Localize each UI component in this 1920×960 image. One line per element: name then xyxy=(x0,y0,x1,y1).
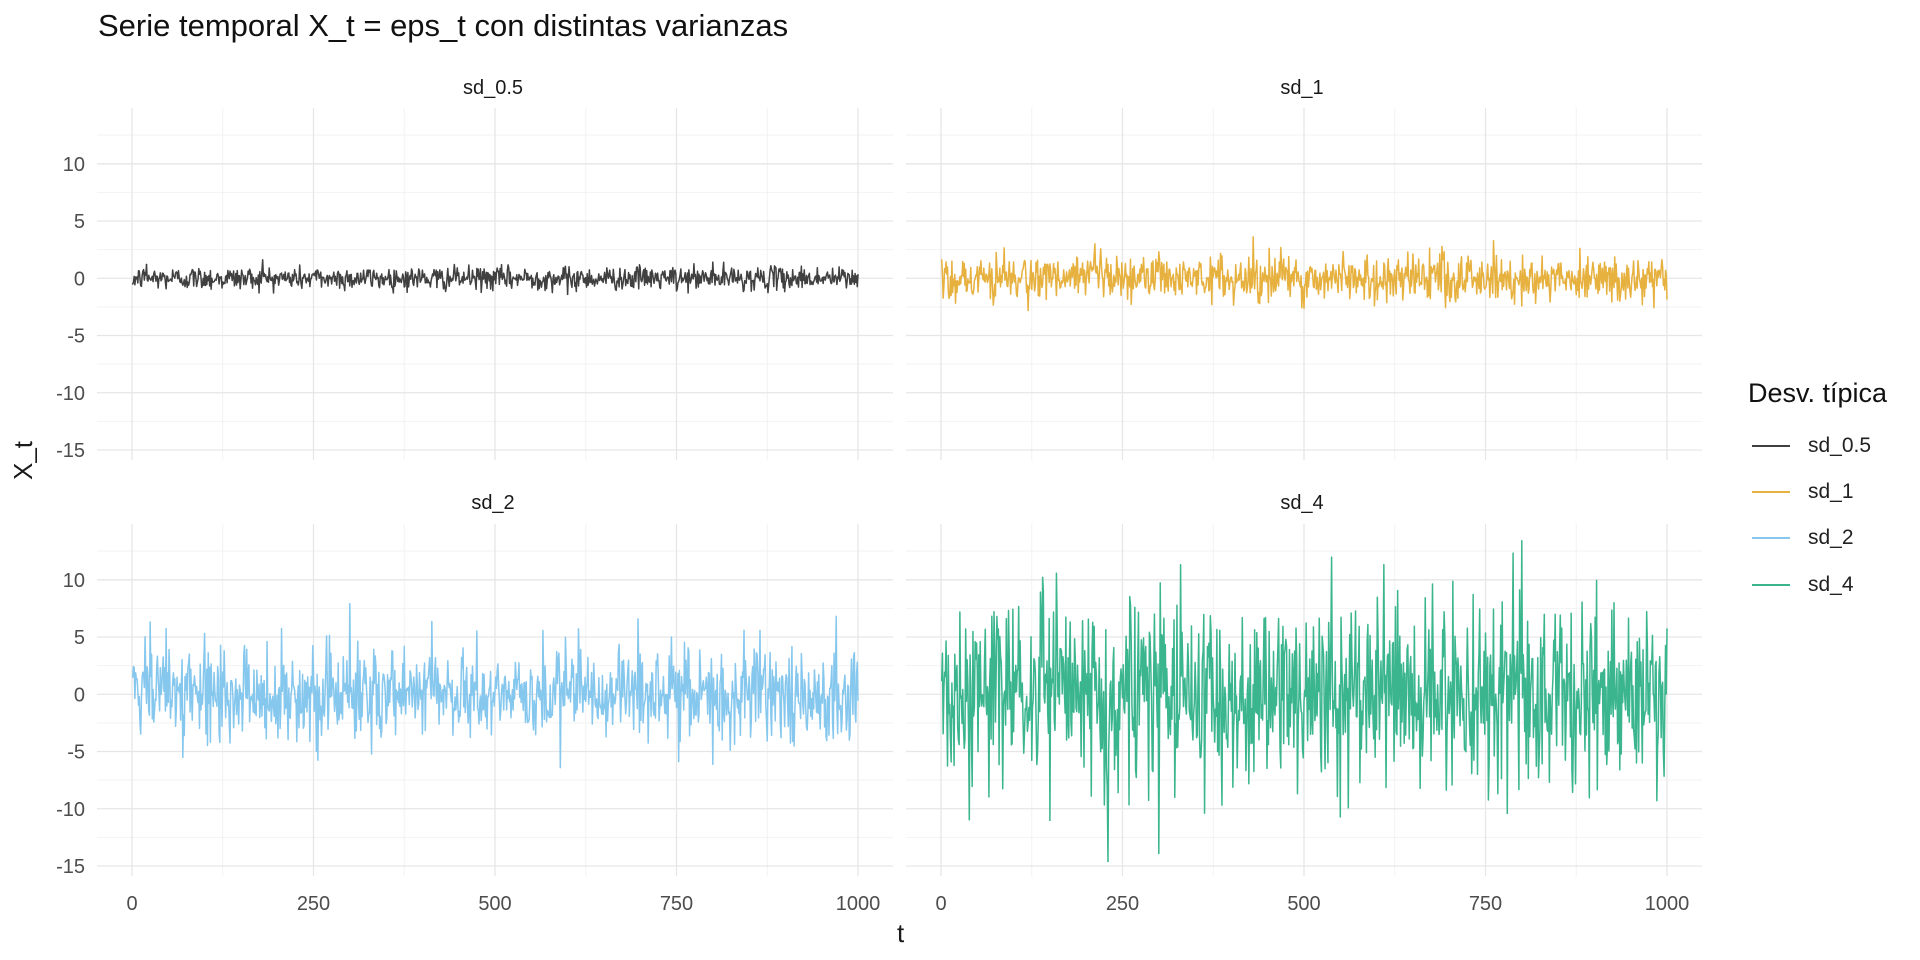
series-point xyxy=(940,679,943,682)
series-point xyxy=(1049,819,1051,822)
y-tick-label: -15 xyxy=(56,440,85,462)
series-point xyxy=(131,676,134,678)
x-tick-label: 500 xyxy=(1287,893,1320,915)
legend-item: sd_2 xyxy=(1752,526,1854,550)
series-point xyxy=(712,261,714,264)
facet-strip-label: sd_4 xyxy=(1280,492,1324,514)
x-tick-label: 1000 xyxy=(836,893,881,915)
facet-strip-label: sd_1 xyxy=(1280,77,1324,99)
series-point xyxy=(349,603,351,605)
legend-key-line xyxy=(1752,584,1790,586)
series-line-sd_1 xyxy=(940,236,1668,312)
series-line-sd_0.5 xyxy=(132,259,859,296)
legend-label: sd_2 xyxy=(1808,526,1854,549)
legend-key-line xyxy=(1752,491,1790,493)
series-point xyxy=(261,259,264,261)
series-point xyxy=(675,290,678,292)
y-tick-label: 5 xyxy=(74,211,85,233)
x-tick-label: 0 xyxy=(935,893,946,915)
legend-key-line xyxy=(1752,537,1790,539)
series-point xyxy=(1107,860,1109,863)
x-tick-label: 250 xyxy=(1106,893,1139,915)
series-point xyxy=(1521,304,1523,307)
legend-label: sd_1 xyxy=(1808,480,1854,503)
series-point xyxy=(835,615,838,618)
series-point xyxy=(940,259,943,261)
facet-strip-label: sd_2 xyxy=(471,492,515,514)
series-point xyxy=(182,756,184,759)
series-point xyxy=(1158,251,1160,253)
y-tick-label: 10 xyxy=(63,570,85,592)
x-tick-label: 750 xyxy=(1469,893,1502,915)
series-point xyxy=(1179,564,1182,566)
series-point xyxy=(1339,815,1342,818)
series-point xyxy=(1666,628,1668,630)
series-point xyxy=(1579,247,1581,250)
series-point xyxy=(639,267,641,269)
series-point xyxy=(1506,812,1509,815)
series-point xyxy=(1383,564,1385,566)
x-axis-label: t xyxy=(897,918,905,948)
series-point xyxy=(149,621,151,623)
series-point xyxy=(203,632,206,635)
chart-title: Serie temporal X_t = eps_t con distintas… xyxy=(98,8,789,43)
series-point xyxy=(1412,253,1414,256)
y-tick-label: 10 xyxy=(63,154,85,176)
legend-item: sd_4 xyxy=(1752,573,1854,597)
series-point xyxy=(1521,540,1523,542)
series-line-sd_2 xyxy=(131,603,859,769)
y-tick-label: -5 xyxy=(67,326,85,348)
y-tick-label: -15 xyxy=(56,856,85,878)
series-point xyxy=(712,763,714,765)
x-tick-label: 500 xyxy=(478,893,511,915)
series-point xyxy=(857,274,859,276)
series-point xyxy=(1041,576,1044,579)
y-tick-label: -10 xyxy=(56,383,85,405)
series-point xyxy=(1027,309,1029,312)
series-point xyxy=(1303,307,1305,309)
legend-label: sd_0.5 xyxy=(1808,434,1872,457)
y-tick-label: -10 xyxy=(56,799,85,821)
series-line-sd_4 xyxy=(940,540,1668,863)
series-point xyxy=(370,753,373,755)
series-point xyxy=(1666,298,1668,300)
series-point xyxy=(145,263,148,266)
series-point xyxy=(1252,236,1254,238)
y-tick-label: -5 xyxy=(67,742,85,764)
y-tick-label: 5 xyxy=(74,627,85,649)
legend-label: sd_4 xyxy=(1808,573,1854,596)
legend-item: sd_1 xyxy=(1752,480,1854,504)
series-point xyxy=(857,699,859,701)
facet-strip-label: sd_0.5 xyxy=(462,77,524,99)
y-axis-label: X_t xyxy=(8,440,38,480)
x-tick-label: 750 xyxy=(660,893,693,915)
x-tick-label: 0 xyxy=(126,893,137,915)
legend-title: Desv. típica xyxy=(1748,378,1888,408)
series-point xyxy=(566,293,569,296)
legend-item: sd_0.5 xyxy=(1752,434,1871,458)
series-point xyxy=(142,270,144,273)
x-tick-label: 250 xyxy=(297,893,330,915)
series-point xyxy=(436,286,438,289)
legend-key-line xyxy=(1752,445,1790,447)
y-tick-label: 0 xyxy=(74,268,85,290)
series-point xyxy=(131,283,134,285)
series-point xyxy=(559,766,562,769)
series-point xyxy=(577,628,580,630)
series-point xyxy=(312,274,315,276)
x-tick-label: 1000 xyxy=(1645,893,1690,915)
series-point xyxy=(203,271,206,274)
series-point xyxy=(1158,852,1160,855)
y-tick-label: 0 xyxy=(74,684,85,706)
